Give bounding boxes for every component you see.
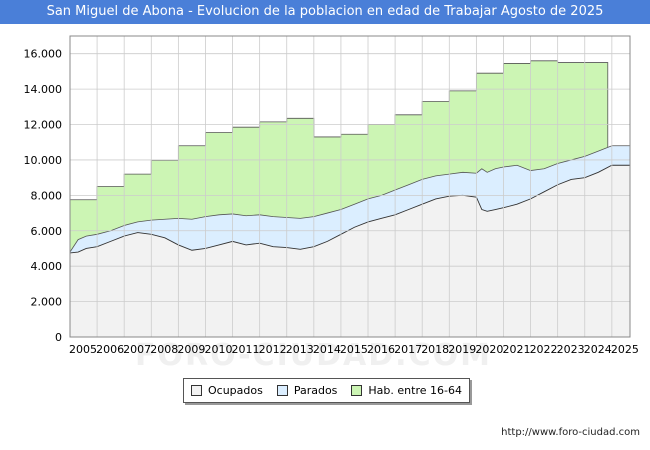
x-tick-label: 2024 [584,343,612,356]
x-tick-label: 2005 [69,343,97,356]
watermark: FORO-CIUDAD.COM [135,338,492,373]
line-parados [69,145,630,253]
legend-item-hab: Hab. entre 16-64 [351,384,462,397]
y-tick-label: 16.000 [24,48,63,61]
x-tick-label: 2014 [313,343,341,356]
x-tick-label: 2007 [123,343,151,356]
x-tick-label: 2021 [502,343,530,356]
x-tick-label: 2016 [367,343,395,356]
source-link[interactable]: http://www.foro-ciudad.com [501,427,640,438]
legend: Ocupados Parados Hab. entre 16-64 [183,378,470,403]
legend-item-ocupados: Ocupados [190,384,263,397]
legend-label-parados: Parados [293,384,338,397]
y-tick-label: 8.000 [31,189,63,202]
y-tick-label: 14.000 [24,83,63,96]
legend-swatch-parados [276,385,288,396]
y-tick-label: 6.000 [31,225,63,238]
x-tick-label: 2010 [204,343,232,356]
x-tick-label: 2017 [394,343,422,356]
x-tick-label: 2022 [530,343,558,356]
x-tick-label: 2019 [448,343,476,356]
area-ocupados [70,165,630,337]
y-tick-label: 10.000 [24,154,63,167]
x-tick-label: 2013 [286,343,314,356]
chart-title: San Miguel de Abona - Evolucion de la po… [0,0,650,24]
x-tick-label: 2018 [421,343,449,356]
legend-item-parados: Parados [276,384,338,397]
x-tick-label: 2025 [611,343,639,356]
population-chart: 0 2.000 4.000 6.000 8.000 10.000 12.000 14.000 1… [24,35,639,356]
y-tick-label: 12.000 [24,119,63,132]
legend-label-ocupados: Ocupados [207,384,263,397]
plot-border [69,35,631,338]
legend-swatch-ocupados [190,385,202,396]
x-tick-label: 2011 [232,343,260,356]
x-tick-label: 2023 [557,343,585,356]
line-ocupados [69,164,630,254]
x-tick-label: 2012 [259,343,287,356]
x-tick-label: 2008 [150,343,178,356]
x-tick-label: 2020 [475,343,503,356]
x-tick-label: 2009 [177,343,205,356]
y-tick-label: 4.000 [31,260,63,273]
x-tick-label: 2006 [96,343,124,356]
legend-label-hab: Hab. entre 16-64 [368,384,462,397]
legend-swatch-hab [351,385,363,396]
y-tick-label: 0 [55,331,62,344]
x-tick-label: 2015 [340,343,368,356]
y-tick-label: 2.000 [31,296,63,309]
